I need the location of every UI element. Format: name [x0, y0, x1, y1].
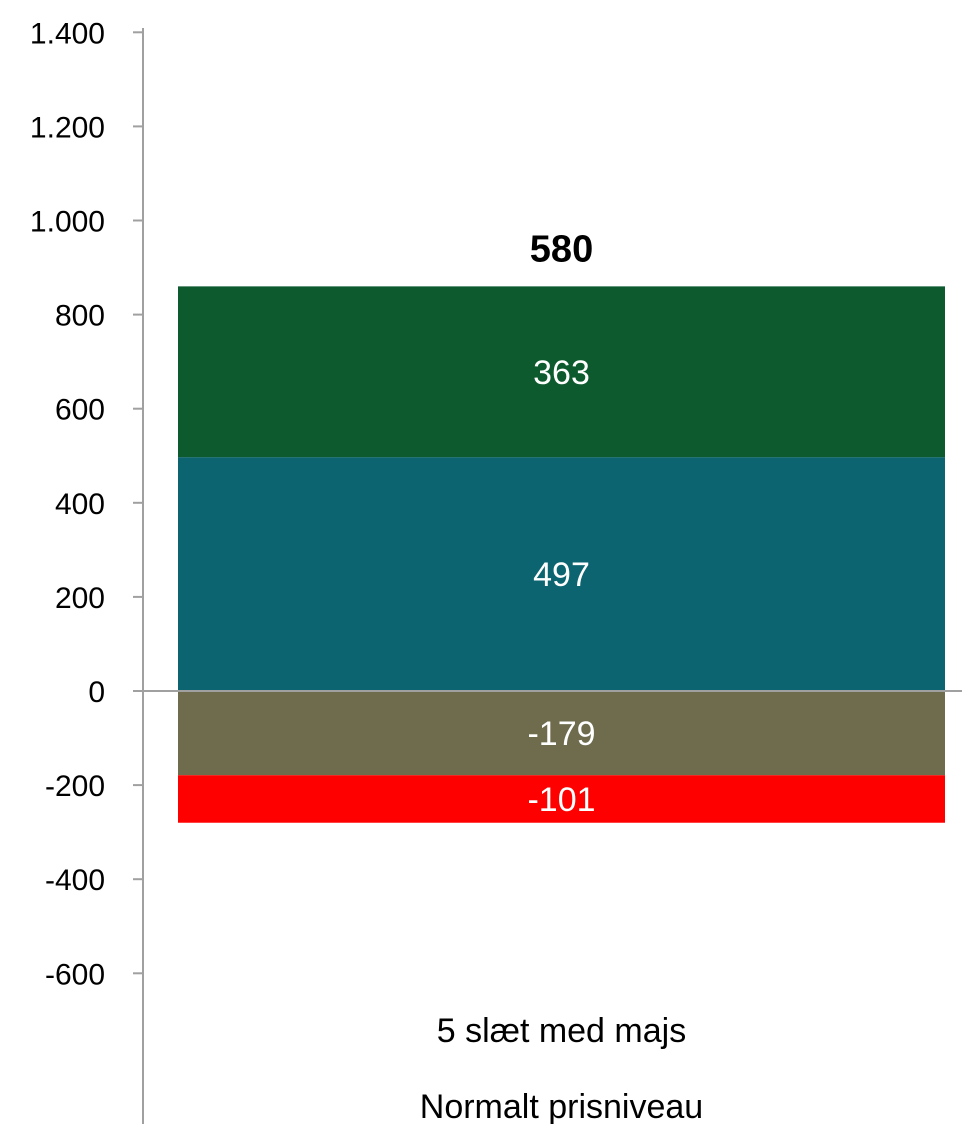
data-labels: 497 363 -179 -101: [527, 354, 595, 819]
y-tick-label: -200: [45, 770, 105, 803]
data-label-3: -179: [527, 715, 595, 753]
data-label-1: 497: [533, 556, 590, 594]
total-label: 580: [530, 228, 593, 270]
y-tick-label: 1.400: [30, 17, 105, 50]
category-label: 5 slæt med majs: [437, 1012, 686, 1050]
bar-segment-1: [178, 457, 945, 691]
y-tick-label: 600: [55, 394, 105, 427]
y-tick-label: 400: [55, 488, 105, 521]
bar-segments: [178, 286, 945, 823]
bar-segment-2: [178, 286, 945, 458]
bar-segment-3: [178, 691, 945, 776]
y-tick-label: 0: [88, 676, 105, 709]
y-tick-label: 1.000: [30, 206, 105, 239]
data-label-4: -101: [527, 781, 595, 819]
y-tick-label: 1.200: [30, 111, 105, 144]
y-tick-label: 800: [55, 300, 105, 333]
y-axis-ticks: -600 -400 -200 0 200 400 600 800 1.000 1.200 1.400: [30, 17, 143, 991]
data-label-2: 363: [533, 354, 590, 392]
y-tick-label: -400: [45, 864, 105, 897]
axes: [133, 28, 962, 1124]
bar-segment-4: [178, 775, 945, 823]
category-sublabel: Normalt prisniveau: [420, 1088, 703, 1124]
y-tick-label: 200: [55, 582, 105, 615]
y-tick-label: -600: [45, 958, 105, 991]
